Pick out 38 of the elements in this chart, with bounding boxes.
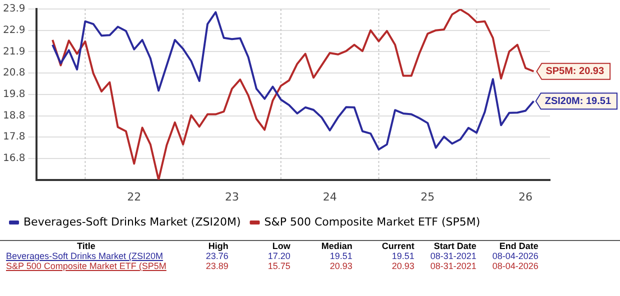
text: 08-04-2026 xyxy=(491,251,540,261)
y-tick-label: 22.9 xyxy=(3,24,26,36)
y-tick-label: 16.8 xyxy=(3,153,26,164)
y-tick-label: 21.9 xyxy=(3,46,26,58)
text: 19.51 xyxy=(390,251,416,261)
x-tick-label: 23 xyxy=(224,190,239,204)
text: High xyxy=(207,241,230,251)
text: 08-04-2026 xyxy=(491,261,540,271)
y-tick-label: 19.8 xyxy=(3,88,26,100)
text: 17.20 xyxy=(266,251,292,261)
text: 08-31-2021 xyxy=(429,251,478,261)
text: 23.76 xyxy=(204,251,230,261)
y-tick-label: 23.9 xyxy=(3,4,26,15)
annotation: ZSI20M: 19.51 xyxy=(544,96,612,107)
text: 20.93 xyxy=(390,261,416,271)
text: Current xyxy=(380,241,416,251)
text: 23.89 xyxy=(204,261,230,271)
text: Median xyxy=(320,241,354,251)
y-tick-label: 18.8 xyxy=(3,110,26,122)
text: Start Date xyxy=(432,241,478,251)
text: End Date xyxy=(498,241,540,251)
y-tick-label: 20.8 xyxy=(3,68,26,79)
y-tick-label: 17.8 xyxy=(3,132,26,143)
text: Low xyxy=(271,241,292,251)
x-tick-label: 22 xyxy=(127,190,142,204)
legend-label: Beverages-Soft Drinks Market (ZSI20M) xyxy=(24,215,241,228)
text: 20.93 xyxy=(328,261,354,271)
x-tick-label: 26 xyxy=(518,190,533,204)
annotation: SP5M: 20.93 xyxy=(546,66,604,78)
text: Beverages-Soft Drinks Market (ZSI20M xyxy=(5,251,164,261)
text: 15.75 xyxy=(266,261,292,271)
text: S&P 500 Composite Market ETF (SP5M xyxy=(5,261,168,271)
text: 19.51 xyxy=(328,251,354,261)
text: Title xyxy=(76,241,96,251)
text: 08-31-2021 xyxy=(429,261,478,271)
x-tick-label: 24 xyxy=(322,190,337,204)
legend-label: S&P 500 Composite Market ETF (SP5M) xyxy=(264,215,480,228)
x-tick-label: 25 xyxy=(420,190,435,204)
